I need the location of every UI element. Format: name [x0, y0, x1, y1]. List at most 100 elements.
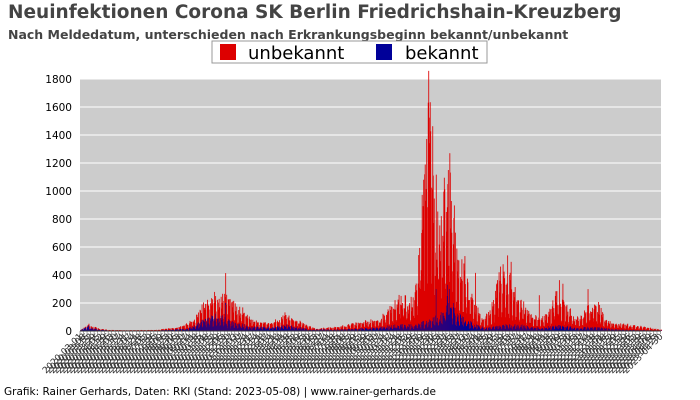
bar-unbekannt	[376, 320, 378, 331]
bar-unbekannt	[343, 326, 345, 331]
legend-swatch-unbekannt	[220, 44, 236, 60]
bar-unbekannt	[433, 198, 435, 331]
bar-bekannt	[510, 327, 512, 331]
bar-bekannt	[213, 318, 215, 331]
bar-unbekannt	[389, 305, 391, 331]
bar-bekannt	[532, 329, 534, 331]
bar-unbekannt	[470, 297, 472, 331]
bar-bekannt	[575, 329, 576, 331]
bar-bekannt	[229, 323, 231, 331]
bar-bekannt	[457, 315, 459, 331]
bar-bekannt	[564, 329, 566, 331]
bar-bekannt	[449, 289, 451, 331]
bar-bekannt	[337, 329, 339, 331]
bar-bekannt	[362, 329, 364, 331]
bar-unbekannt	[516, 300, 518, 331]
bar-unbekannt	[302, 324, 304, 331]
bar-bekannt	[506, 325, 508, 331]
bar-unbekannt	[483, 326, 485, 331]
bar-bekannt	[298, 328, 299, 331]
bar-unbekannt	[594, 304, 595, 331]
bar-unbekannt	[552, 312, 554, 331]
bar-bekannt	[269, 328, 271, 331]
bar-bekannt	[322, 329, 324, 331]
bar-unbekannt	[202, 319, 204, 331]
bar-unbekannt	[386, 314, 387, 331]
bar-unbekannt	[476, 305, 477, 331]
bar-bekannt	[228, 319, 230, 331]
bar-bekannt	[616, 329, 618, 331]
bar-bekannt	[532, 327, 534, 331]
bar-unbekannt	[309, 327, 311, 331]
bar-unbekannt	[522, 318, 524, 331]
bar-bekannt	[493, 326, 494, 331]
bar-bekannt	[320, 329, 322, 331]
bar-unbekannt	[460, 282, 462, 331]
bar-bekannt	[562, 325, 564, 331]
bar-bekannt	[342, 329, 344, 331]
bar-bekannt	[366, 328, 368, 331]
bar-unbekannt	[530, 314, 532, 331]
x-axis-ticks: 2020-03-012020-03-082020-03-152020-03-22…	[41, 331, 666, 376]
bar-bekannt	[484, 328, 486, 331]
bar-unbekannt	[538, 317, 540, 331]
bar-bekannt	[424, 328, 426, 331]
bar-unbekannt	[625, 324, 627, 331]
bar-bekannt	[93, 329, 95, 331]
bar-unbekannt	[168, 328, 170, 331]
bar-bekannt	[336, 329, 338, 331]
bar-bekannt	[499, 327, 501, 331]
bar-bekannt	[457, 317, 459, 331]
bar-bekannt	[179, 329, 180, 331]
bar-unbekannt	[638, 329, 640, 331]
bar-bekannt	[384, 327, 386, 331]
bar-bekannt	[216, 325, 218, 331]
bar-unbekannt	[357, 322, 359, 331]
bar-bekannt	[604, 328, 606, 331]
bar-bekannt	[400, 325, 402, 331]
bar-unbekannt	[604, 321, 606, 331]
bar-unbekannt	[605, 320, 607, 331]
bar-bekannt	[537, 327, 539, 331]
bar-unbekannt	[514, 297, 516, 331]
bar-unbekannt	[589, 321, 590, 331]
bar-unbekannt	[280, 327, 281, 331]
bar-bekannt	[489, 328, 491, 331]
bar-unbekannt	[440, 251, 442, 331]
bar-unbekannt	[209, 317, 211, 331]
bar-bekannt	[298, 328, 300, 331]
bar-bekannt	[455, 324, 457, 331]
bar-bekannt	[461, 318, 463, 331]
bar-unbekannt	[205, 303, 206, 331]
bar-unbekannt	[628, 328, 630, 331]
bar-unbekannt	[219, 307, 221, 331]
bar-unbekannt	[562, 300, 564, 331]
bar-bekannt	[228, 320, 230, 331]
bar-bekannt	[558, 327, 560, 331]
bar-bekannt	[370, 329, 371, 331]
bar-bekannt	[266, 327, 268, 331]
bar-bekannt	[97, 329, 99, 331]
bar-bekannt	[274, 328, 276, 331]
bar-bekannt	[296, 328, 297, 331]
bar-unbekannt	[389, 324, 390, 331]
bar-bekannt	[558, 325, 560, 331]
bar-bekannt	[361, 328, 363, 331]
bar-unbekannt	[493, 303, 495, 331]
bar-unbekannt	[303, 323, 305, 331]
bar-unbekannt	[206, 321, 207, 331]
bar-unbekannt	[606, 319, 608, 331]
bar-unbekannt	[398, 302, 399, 331]
bar-bekannt	[542, 328, 544, 331]
bar-unbekannt	[208, 309, 210, 331]
bar-unbekannt	[479, 313, 481, 331]
y-tick-label: 1600	[45, 102, 72, 114]
bar-bekannt	[215, 321, 217, 331]
bar-bekannt	[328, 329, 330, 331]
bar-bekannt	[286, 328, 288, 331]
bar-unbekannt	[497, 316, 499, 331]
bar-bekannt	[461, 316, 463, 331]
bar-unbekannt	[642, 327, 644, 331]
bar-unbekannt	[424, 174, 426, 331]
